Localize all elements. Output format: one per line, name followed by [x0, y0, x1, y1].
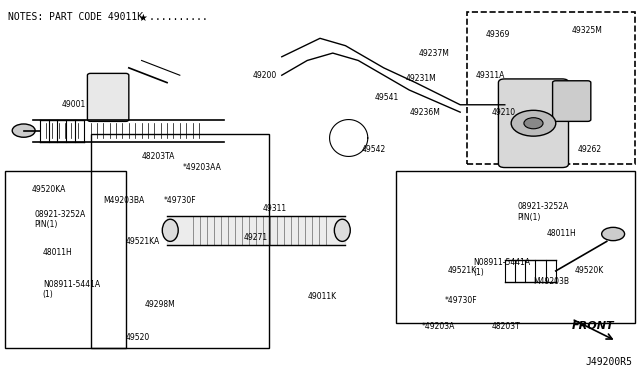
FancyBboxPatch shape — [88, 73, 129, 121]
Text: 49231M: 49231M — [406, 74, 436, 83]
Text: 49011K: 49011K — [307, 292, 337, 301]
Bar — [467, 13, 636, 164]
Text: ★: ★ — [138, 13, 147, 22]
Text: 49520KA: 49520KA — [32, 185, 67, 194]
Text: 49200: 49200 — [253, 71, 277, 80]
Text: 48203TA: 48203TA — [141, 152, 175, 161]
Text: *49730F: *49730F — [164, 196, 196, 205]
Text: 08921-3252A
PIN(1): 08921-3252A PIN(1) — [35, 209, 86, 229]
Text: 49520: 49520 — [125, 333, 150, 342]
Text: 49541: 49541 — [374, 93, 399, 102]
Text: 49271: 49271 — [244, 233, 268, 242]
Text: 48011H: 48011H — [546, 230, 576, 238]
Text: 49542: 49542 — [362, 145, 386, 154]
Bar — [91, 134, 269, 349]
Circle shape — [511, 110, 556, 136]
Text: 49236M: 49236M — [409, 108, 440, 117]
Text: 49325M: 49325M — [572, 26, 603, 35]
Bar — [4, 171, 125, 349]
Text: 49001: 49001 — [62, 100, 86, 109]
Text: J49200R5: J49200R5 — [585, 357, 632, 367]
Text: M49203BA: M49203BA — [103, 196, 145, 205]
Text: 49311: 49311 — [262, 203, 287, 213]
Text: N08911-5441A
(1): N08911-5441A (1) — [473, 257, 530, 277]
Text: FRONT: FRONT — [572, 321, 614, 331]
Circle shape — [524, 118, 543, 129]
Text: 49521K: 49521K — [447, 266, 477, 275]
Text: 49521KA: 49521KA — [125, 237, 160, 246]
Text: 49311A: 49311A — [476, 71, 506, 80]
FancyBboxPatch shape — [499, 79, 568, 167]
Text: 48203T: 48203T — [492, 322, 521, 331]
Text: 08921-3252A
PIN(1): 08921-3252A PIN(1) — [518, 202, 569, 222]
Text: *49730F: *49730F — [444, 296, 477, 305]
Text: 49520K: 49520K — [575, 266, 604, 275]
Circle shape — [12, 124, 35, 137]
FancyBboxPatch shape — [552, 81, 591, 121]
Text: 48011H: 48011H — [43, 248, 72, 257]
Bar — [396, 171, 636, 323]
Ellipse shape — [334, 219, 350, 241]
Text: *49203A: *49203A — [422, 322, 455, 331]
Text: 49298M: 49298M — [145, 300, 175, 309]
Text: *49203AA: *49203AA — [183, 163, 222, 172]
Text: N08911-5441A
(1): N08911-5441A (1) — [43, 280, 100, 299]
Text: 49262: 49262 — [578, 145, 602, 154]
Text: 49369: 49369 — [486, 30, 510, 39]
Text: NOTES: PART CODE 49011K ..........: NOTES: PART CODE 49011K .......... — [8, 13, 207, 22]
Ellipse shape — [163, 219, 178, 241]
Text: M49203B: M49203B — [534, 278, 570, 286]
Circle shape — [602, 227, 625, 241]
Text: 49237M: 49237M — [419, 49, 450, 58]
Text: 49210: 49210 — [492, 108, 516, 117]
